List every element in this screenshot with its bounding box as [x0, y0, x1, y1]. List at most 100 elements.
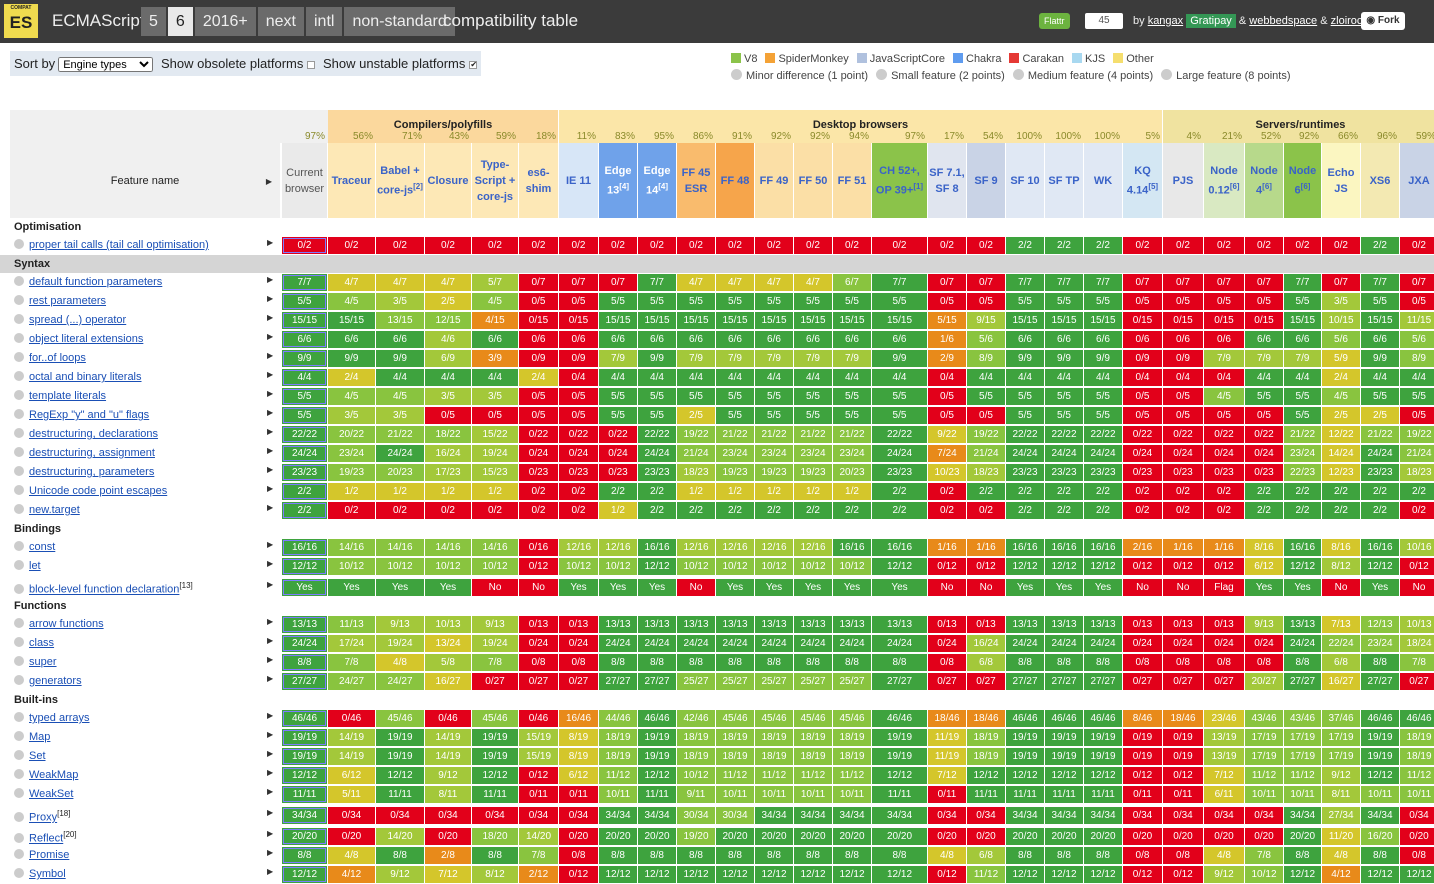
column-header-19[interactable]: WK: [1084, 143, 1122, 218]
feature-link[interactable]: block-level function declaration: [29, 583, 180, 596]
github-fork-button[interactable]: ◉ Fork: [1361, 12, 1405, 30]
column-header-8[interactable]: Edge 14[4]: [638, 143, 676, 218]
expand-row-icon[interactable]: ▶: [267, 294, 274, 303]
feature-link[interactable]: for..of loops: [29, 352, 86, 364]
edition-tab-next[interactable]: next: [257, 7, 304, 36]
expand-row-icon[interactable]: ▶: [267, 559, 274, 568]
author-link-zloirock[interactable]: zloirock: [1330, 15, 1368, 27]
expand-row-icon[interactable]: ▶: [267, 465, 274, 474]
feature-link[interactable]: Reflect: [29, 832, 64, 845]
column-header-1[interactable]: Traceur: [328, 143, 375, 218]
column-footnote[interactable]: [6]: [1300, 181, 1311, 191]
feature-link[interactable]: const: [29, 541, 56, 553]
column-header-23[interactable]: Node 4[6]: [1245, 143, 1283, 218]
expand-row-icon[interactable]: ▶: [267, 332, 274, 341]
column-footnote[interactable]: [4]: [619, 181, 630, 191]
expand-row-icon[interactable]: ▶: [267, 503, 274, 512]
feature-link[interactable]: Set: [29, 750, 46, 762]
expand-row-icon[interactable]: ▶: [267, 446, 274, 455]
feature-link[interactable]: WeakSet: [29, 788, 74, 800]
expand-row-icon[interactable]: ▶: [267, 313, 274, 322]
column-footnote[interactable]: [6]: [1262, 181, 1272, 191]
column-header-0[interactable]: Current browser: [282, 143, 327, 218]
column-header-25[interactable]: Echo JS: [1322, 143, 1360, 218]
column-header-2[interactable]: Babel + core-js[2]: [376, 143, 424, 218]
column-footnote[interactable]: [2]: [413, 181, 423, 191]
expand-row-icon[interactable]: ▶: [267, 787, 274, 796]
edition-tab-6[interactable]: 6: [167, 7, 193, 36]
feature-link[interactable]: octal and binary literals: [29, 371, 142, 383]
expand-row-icon[interactable]: ▶: [267, 427, 274, 436]
column-header-22[interactable]: Node 0.12[6]: [1204, 143, 1244, 218]
edition-tab-intl[interactable]: intl: [306, 7, 343, 36]
expand-row-icon[interactable]: ▶: [267, 351, 274, 360]
column-header-26[interactable]: XS6: [1361, 143, 1399, 218]
column-header-3[interactable]: Closure: [425, 143, 471, 218]
feature-link[interactable]: super: [29, 656, 57, 668]
edition-tab-non-standard[interactable]: non-standard: [344, 7, 455, 36]
obsolete-checkbox[interactable]: [307, 60, 316, 69]
column-header-12[interactable]: FF 50: [794, 143, 832, 218]
feature-link[interactable]: arrow functions: [29, 618, 104, 630]
feature-link[interactable]: generators: [29, 675, 82, 687]
obsolete-toggle[interactable]: Show obsolete platforms: [157, 51, 320, 76]
feature-link[interactable]: rest parameters: [29, 295, 107, 307]
expand-row-icon[interactable]: ▶: [267, 749, 274, 758]
expand-row-icon[interactable]: ▶: [267, 275, 274, 284]
feature-link[interactable]: template literals: [29, 390, 107, 402]
feature-link[interactable]: destructuring, declarations: [29, 428, 159, 440]
flattr-button[interactable]: Flattr: [1039, 13, 1070, 29]
feature-link[interactable]: proper tail calls (tail call optimisatio…: [29, 239, 209, 251]
author-link-webbedspace[interactable]: webbedspace: [1249, 15, 1318, 27]
feature-link[interactable]: Proxy: [29, 811, 58, 824]
feature-link[interactable]: spread (...) operator: [29, 314, 127, 326]
expand-row-icon[interactable]: ▶: [267, 484, 274, 493]
column-header-20[interactable]: KQ 4.14[5]: [1123, 143, 1162, 218]
column-header-7[interactable]: Edge 13[4]: [599, 143, 637, 218]
expand-row-icon[interactable]: ▶: [267, 674, 274, 683]
column-footnote[interactable]: [4]: [658, 181, 669, 191]
column-header-21[interactable]: PJS: [1163, 143, 1203, 218]
feature-link[interactable]: Unicode code point escapes: [29, 485, 168, 497]
column-header-4[interactable]: Type-Script + core-js: [472, 143, 518, 218]
expand-row-icon[interactable]: ▶: [267, 829, 274, 838]
es-compat-logo[interactable]: COMPAT ES: [4, 4, 38, 38]
column-footnote[interactable]: [6]: [1229, 181, 1240, 191]
sort-select[interactable]: Engine types: [58, 57, 154, 72]
column-header-5[interactable]: es6-shim: [519, 143, 558, 218]
edition-tab-2016+[interactable]: 2016+: [194, 7, 256, 36]
column-footnote[interactable]: [1]: [913, 181, 924, 191]
feature-name-header[interactable]: Feature name ▶: [10, 143, 280, 218]
feature-footnote[interactable]: [20]: [63, 830, 77, 839]
expand-row-icon[interactable]: ▶: [267, 655, 274, 664]
column-header-15[interactable]: SF 7.1, SF 8: [928, 143, 966, 218]
feature-link[interactable]: new.target: [29, 504, 80, 516]
feature-link[interactable]: destructuring, parameters: [29, 466, 155, 478]
edition-tab-5[interactable]: 5: [141, 7, 166, 36]
column-header-14[interactable]: CH 52+, OP 39+[1]: [872, 143, 927, 218]
expand-row-icon[interactable]: ▶: [267, 636, 274, 645]
feature-footnote[interactable]: [18]: [57, 809, 71, 818]
expand-all-icon[interactable]: ▶: [265, 177, 272, 186]
feature-link[interactable]: typed arrays: [29, 712, 90, 724]
expand-row-icon[interactable]: ▶: [267, 580, 274, 589]
author-link-kangax[interactable]: kangax: [1147, 15, 1184, 27]
feature-link[interactable]: Promise: [29, 849, 70, 861]
expand-row-icon[interactable]: ▶: [267, 617, 274, 626]
expand-row-icon[interactable]: ▶: [267, 867, 274, 876]
expand-row-icon[interactable]: ▶: [267, 711, 274, 720]
expand-row-icon[interactable]: ▶: [267, 389, 274, 398]
expand-row-icon[interactable]: ▶: [267, 408, 274, 417]
unstable-checkbox[interactable]: ✔: [469, 59, 478, 69]
column-header-18[interactable]: SF TP: [1045, 143, 1083, 218]
gratipay-link[interactable]: Gratipay: [1186, 14, 1236, 28]
feature-link[interactable]: class: [29, 637, 55, 649]
feature-link[interactable]: let: [29, 560, 41, 572]
feature-link[interactable]: RegExp "y" and "u" flags: [29, 409, 150, 421]
column-header-11[interactable]: FF 49: [755, 143, 793, 218]
column-footnote[interactable]: [5]: [1148, 181, 1159, 191]
expand-row-icon[interactable]: ▶: [267, 730, 274, 739]
feature-link[interactable]: object literal extensions: [29, 333, 144, 345]
feature-link[interactable]: default function parameters: [29, 276, 163, 288]
feature-link[interactable]: destructuring, assignment: [29, 447, 155, 459]
